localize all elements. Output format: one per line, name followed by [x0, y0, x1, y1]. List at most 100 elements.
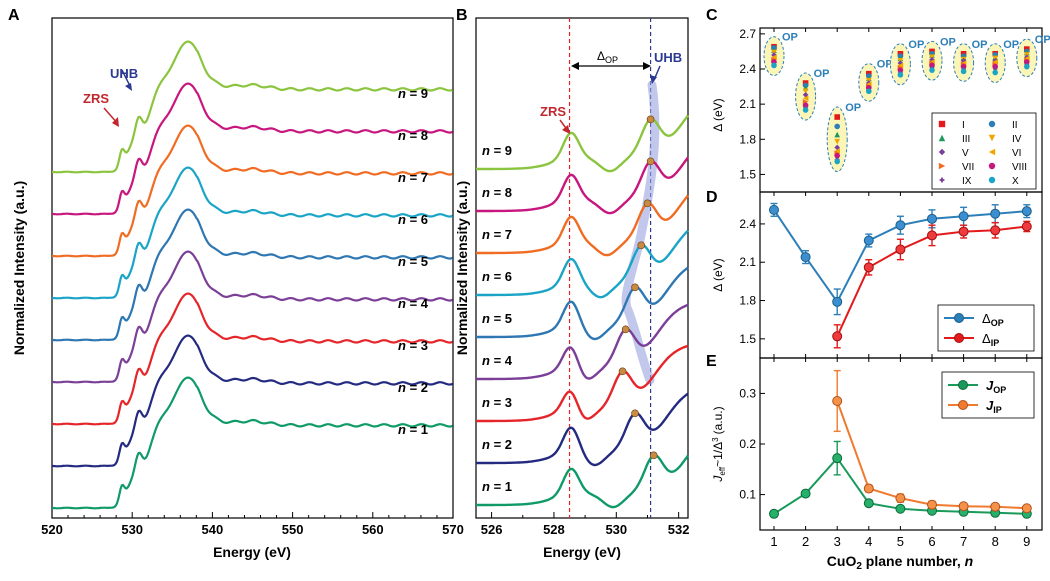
panel-e-x-axis-label: CuO2 plane number, n — [827, 553, 973, 572]
delta-arrowhead-right — [643, 62, 651, 70]
panel-e-y-axis-label: Jeff~1/Δ3(a.u.) — [711, 406, 727, 482]
legend-label-VI: VI — [1012, 148, 1021, 159]
x-tick-label: 8 — [992, 534, 999, 549]
scatter-point-II — [834, 123, 840, 130]
spectrum-n6 — [476, 229, 689, 299]
n-label-4: n = 4 — [482, 353, 513, 368]
uhb-dot-n8 — [646, 157, 655, 166]
spectrum-n4 — [476, 303, 689, 381]
panel-d-y-ticks: 1.5 1.8 2.1 2.4 — [739, 217, 765, 346]
n-label-6: n = 6 — [398, 212, 428, 227]
legend-marker-III — [938, 134, 946, 142]
legend-label-II: II — [1012, 120, 1018, 131]
scatter-point-X — [866, 88, 872, 95]
op-label: OP — [908, 39, 924, 51]
panel-a-annotations: ZRS UHB — [83, 66, 138, 127]
op-label: OP — [972, 39, 988, 51]
data-point-1-n9 — [1021, 221, 1032, 232]
scatter-point-X — [897, 72, 904, 78]
scatter-point-VI — [834, 148, 840, 154]
data-point-0-n4 — [863, 498, 874, 509]
data-point-1-n3 — [832, 396, 843, 406]
legend-marker-I — [938, 120, 946, 128]
panel-b: B 526 528 530 532 ΔOP ZRS UHB n = 1n = 2n =… — [454, 7, 689, 560]
scatter-point-VIII — [834, 152, 840, 159]
y-tick-label: 2.7 — [739, 27, 756, 41]
n-label-9: n = 9 — [398, 86, 428, 101]
scatter-point-IV — [834, 138, 840, 145]
delta-op-label: ΔOP — [597, 49, 618, 65]
data-point-0-n9 — [1021, 206, 1032, 217]
panel-d-legend: ΔOP ΔIP — [937, 304, 1035, 352]
scatter-point-X — [929, 67, 935, 73]
spectrum-n2 — [476, 392, 689, 467]
legend-label-VII: VII — [962, 162, 974, 173]
scatter-point-III — [834, 131, 840, 138]
scatter-point-VI — [771, 54, 777, 61]
scatter-point-X — [802, 107, 809, 113]
panel-b-zrs-arrowhead — [562, 125, 570, 134]
scatter-point-X — [992, 69, 998, 76]
panel-a-x-ticks: 520 530 540 550 560 570 — [41, 512, 464, 537]
scatter-point-I — [834, 114, 840, 120]
spectrum-n9 — [51, 40, 453, 174]
uhb-dot-n6 — [637, 241, 646, 250]
legend-marker-X — [988, 176, 996, 184]
panel-e-letter: E — [706, 353, 717, 370]
x-tick-label: 3 — [834, 534, 841, 549]
spectrum-n7 — [476, 194, 689, 257]
panel-a-letter: A — [8, 7, 20, 24]
x-tick-label: 5 — [897, 534, 904, 549]
spectrum-n2 — [51, 334, 453, 468]
panel-e-legend-box — [941, 371, 1035, 419]
panel-e-legend: JOP JIP — [941, 371, 1035, 419]
y-tick-label: 0.3 — [739, 386, 756, 400]
data-point-1-n6 — [927, 499, 937, 510]
panel-b-x-ticks: 526 528 530 532 — [481, 512, 689, 537]
panel-b-x-axis-label: Energy (eV) — [543, 544, 621, 560]
legend-marker-VIII — [988, 162, 996, 170]
legend-delta-op: ΔOP — [982, 311, 1004, 328]
x-tick-label: 6 — [928, 534, 935, 549]
data-point-0-n8 — [990, 208, 1001, 219]
panel-a-spectra — [51, 40, 453, 510]
panel-c-y-ticks: 1.5 1.8 2.1 2.4 2.7 — [739, 27, 1028, 181]
n-label-2: n = 2 — [398, 380, 428, 395]
uhb-dot-n7 — [643, 199, 652, 208]
uhb-dot-n9 — [646, 115, 655, 124]
y-tick-label: 2.1 — [739, 97, 756, 111]
op-label: OP — [1035, 34, 1050, 46]
x-tick-label: 560 — [362, 522, 384, 537]
y-tick-label: 1.8 — [739, 294, 756, 308]
data-point-1-n8 — [990, 225, 1001, 236]
panel-d-legend-box — [937, 304, 1035, 352]
scatter-point-VI — [897, 62, 904, 69]
y-tick-label: 0.2 — [739, 437, 756, 451]
x-tick-label: 1 — [770, 534, 777, 549]
data-point-0-n4 — [863, 235, 874, 246]
data-point-1-n4 — [863, 262, 874, 273]
x-tick-label: 530 — [121, 522, 143, 537]
n-label-4: n = 4 — [398, 296, 429, 311]
panel-e-y-ticks: 0.1 0.2 0.3 — [739, 386, 765, 502]
data-point-0-n1 — [769, 204, 779, 215]
spectrum-n1 — [51, 376, 453, 510]
spectrum-n6 — [51, 166, 453, 300]
data-point-0-n5 — [895, 503, 906, 514]
data-point-1-n3 — [832, 331, 843, 342]
uhb-dot-n1 — [649, 451, 658, 460]
panel-a-zrs-arrowhead — [112, 117, 119, 127]
data-point-0-n2 — [800, 488, 811, 499]
x-tick-label: 520 — [41, 522, 63, 537]
uhb-dot-n2 — [631, 409, 639, 418]
panel-b-uhb-markers — [618, 115, 658, 460]
scatter-point-VI — [802, 95, 809, 102]
y-tick-label: 1.5 — [739, 332, 756, 346]
x-tick-label: 530 — [605, 522, 627, 537]
data-point-0-n3 — [832, 453, 843, 464]
x-tick-label: 528 — [543, 522, 565, 537]
